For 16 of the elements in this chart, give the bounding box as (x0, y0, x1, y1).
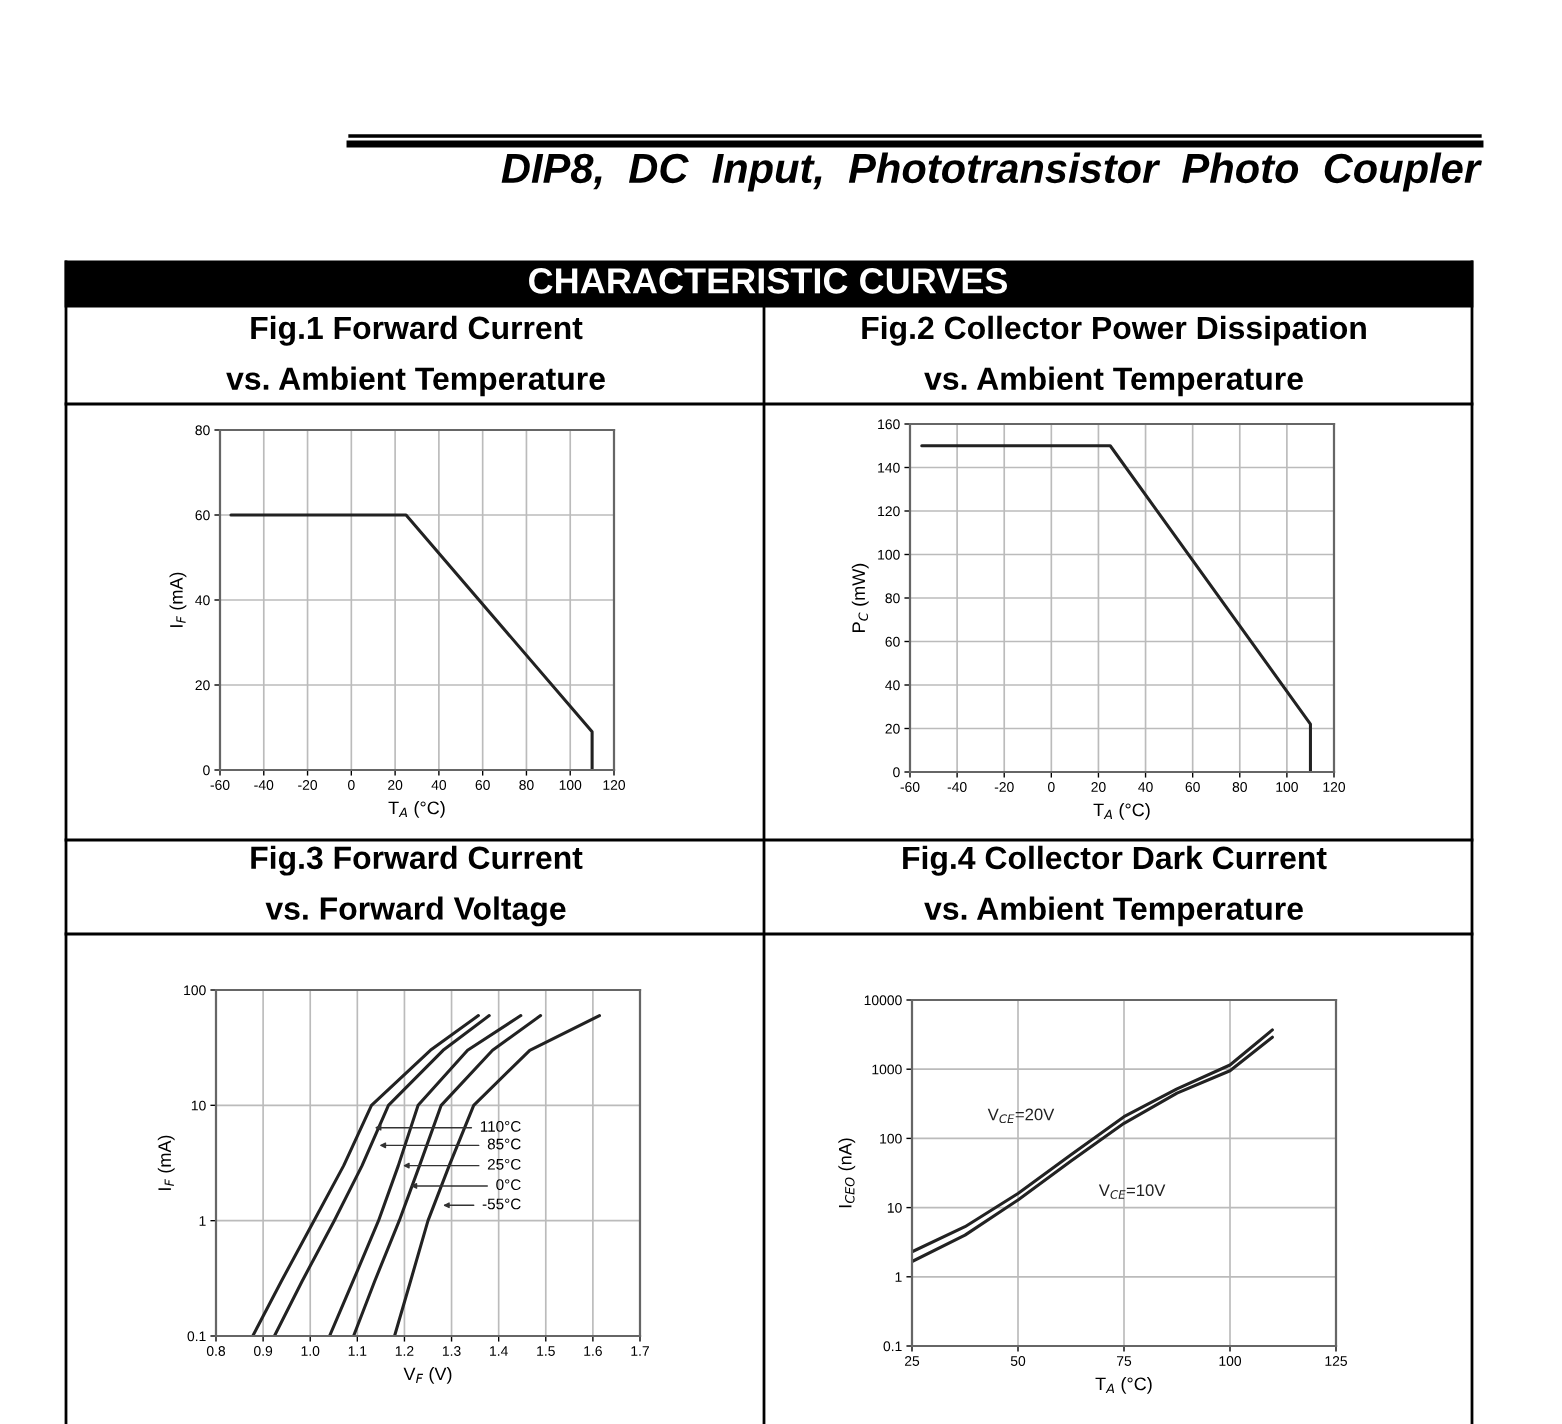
text: DIP8, DC Input, Phototransistor Photo Coupler (501, 152, 1482, 192)
x-axis-title: T$_{A}$ (°C) (388, 801, 445, 818)
y-axis-title: I$_{CEO}$ (nA) (838, 1138, 856, 1208)
chart-title: Fig.1 Forward Current vs. Ambient Temperature (226, 315, 605, 397)
chart-title: Fig.3 Forward Current vs. Forward Voltage (251, 845, 583, 927)
x-axis-title: T$_{A}$ (°C) (1093, 803, 1150, 820)
text: CHARACTERISTIC CURVES (529, 268, 1008, 294)
y-axis-title: I$_{F}$ (mA) (169, 572, 187, 627)
chart-title: Fig.2 Collector Power Dissipation vs. Ambient Temperature (862, 315, 1366, 397)
y-axis-title: P$_{C}$ (mW) (851, 563, 869, 632)
chart-title: Fig.4 Collector Dark Current vs. Ambient Temperature (903, 845, 1327, 927)
text: V$_{CE}$=20V (987, 1108, 1055, 1124)
x-axis-title: T$_{A}$ (°C) (1095, 1377, 1152, 1394)
x-axis-title: V$_{F}$ (V) (403, 1367, 452, 1384)
y-axis-title: I$_{F}$ (mA) (157, 1135, 175, 1190)
text: V$_{CE}$=10V (1098, 1184, 1166, 1199)
